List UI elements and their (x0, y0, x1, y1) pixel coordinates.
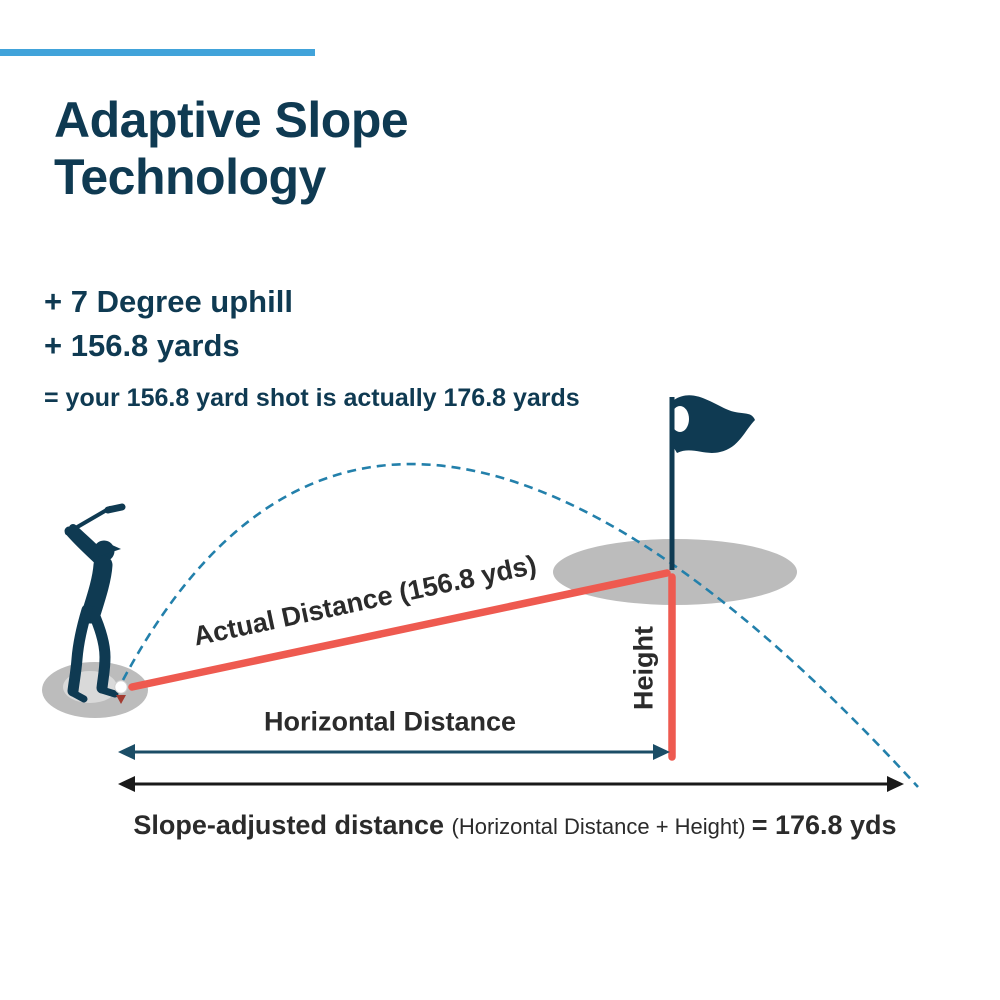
caption-bold-lead: Slope-adjusted distance (133, 810, 452, 840)
horizontal-distance-arrowhead-left (118, 744, 135, 760)
golfer-front-foot (98, 686, 119, 698)
trajectory-arc (121, 462, 919, 788)
golf-tee (116, 695, 126, 704)
flag-notch (671, 406, 689, 432)
flag-icon (669, 395, 755, 570)
flag-pole (669, 397, 675, 570)
golfer-icon (64, 503, 126, 703)
summary-block: + 7 Degree uphill + 156.8 yards = your 1… (44, 280, 580, 413)
golf-ball (114, 680, 128, 694)
height-label: Height (628, 626, 659, 710)
flag-pennant (674, 395, 755, 453)
slope-adjusted-caption: Slope-adjusted distance (Horizontal Dist… (35, 808, 995, 844)
golfer-back-leg (67, 604, 93, 697)
horizontal-distance-arrowhead-right (653, 744, 670, 760)
page-title: Adaptive Slope Technology (54, 92, 654, 206)
title-line-2: Technology (54, 149, 326, 205)
caption-result: = 176.8 yds (751, 810, 897, 840)
accent-bar (0, 49, 315, 56)
golfer-back-foot (69, 689, 88, 703)
golfer-cap (103, 541, 121, 555)
green-ellipse (553, 539, 797, 605)
slope-adjusted-arrowhead-right (887, 776, 904, 792)
actual-distance-line (128, 569, 671, 691)
slope-adjusted-arrow (118, 776, 904, 792)
golf-club-head (104, 503, 126, 514)
summary-yards-line: + 156.8 yards (44, 328, 240, 364)
horizontal-distance-arrow (118, 744, 670, 760)
horizontal-distance-label: Horizontal Distance (263, 706, 517, 737)
summary-degree-line: + 7 Degree uphill (44, 284, 293, 319)
title-line-1: Adaptive Slope (54, 92, 409, 148)
golf-ball-icon (114, 680, 128, 704)
slope-adjusted-arrowhead-left (118, 776, 135, 792)
caption-formula: (Horizontal Distance + Height) (451, 814, 752, 839)
golfer-front-leg (87, 606, 111, 694)
summary-result-line: = your 156.8 yard shot is actually 176.8… (44, 384, 580, 413)
